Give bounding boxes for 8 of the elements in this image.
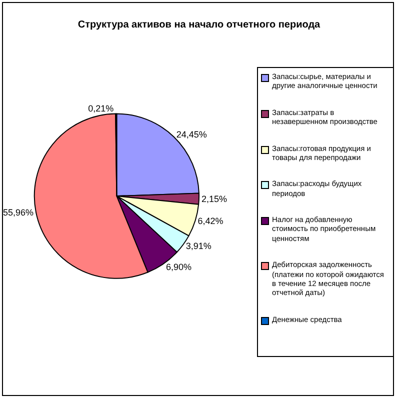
data-label: 3,91%	[186, 241, 212, 252]
chart-title: Структура активов на начало отчетного периода	[78, 20, 321, 31]
data-label: 6,42%	[198, 216, 224, 226]
data-label: 24,45%	[176, 129, 207, 140]
data-label: 55,96%	[2, 208, 34, 218]
data-label: 2,15%	[201, 194, 227, 204]
data-label: 0,21%	[88, 104, 114, 114]
data-label: 6,90%	[166, 262, 192, 272]
